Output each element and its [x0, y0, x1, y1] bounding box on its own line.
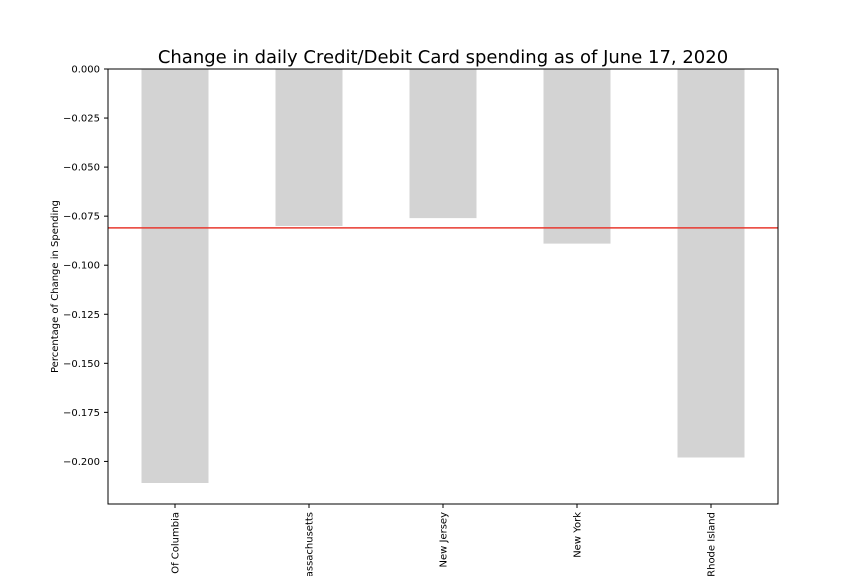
chart-title: Change in daily Credit/Debit Card spendi… [158, 47, 728, 68]
y-axis-ticks: 0.000 −0.025 −0.050 −0.075 −0.100 −0.125 −0.15… [63, 65, 108, 468]
x-axis-ticks: Of Columbia assachusetts New Jersey New Yor… [171, 504, 718, 577]
bar [677, 69, 745, 458]
bar [275, 69, 343, 226]
y-tick-label: −0.050 [63, 163, 100, 174]
bar [409, 69, 477, 219]
bar [543, 69, 611, 244]
y-tick-label: −0.125 [63, 310, 100, 321]
bar [141, 69, 209, 484]
x-tick-label: Rhode Island [707, 512, 718, 576]
x-tick-label: New Jersey [439, 512, 450, 568]
y-tick-label: −0.200 [63, 457, 100, 468]
y-axis-label: Percentage of Change in Spending [50, 200, 61, 373]
x-tick-label: Of Columbia [171, 512, 182, 574]
x-tick-label: New York [573, 512, 584, 558]
bars-layer [141, 69, 745, 484]
y-tick-label: −0.075 [63, 212, 100, 223]
x-tick-label: assachusetts [305, 512, 316, 576]
y-tick-label: −0.150 [63, 359, 100, 370]
y-tick-label: −0.175 [63, 408, 100, 419]
y-tick-label: −0.025 [63, 114, 100, 125]
y-tick-label: −0.100 [63, 261, 100, 272]
y-tick-label: 0.000 [71, 65, 100, 76]
